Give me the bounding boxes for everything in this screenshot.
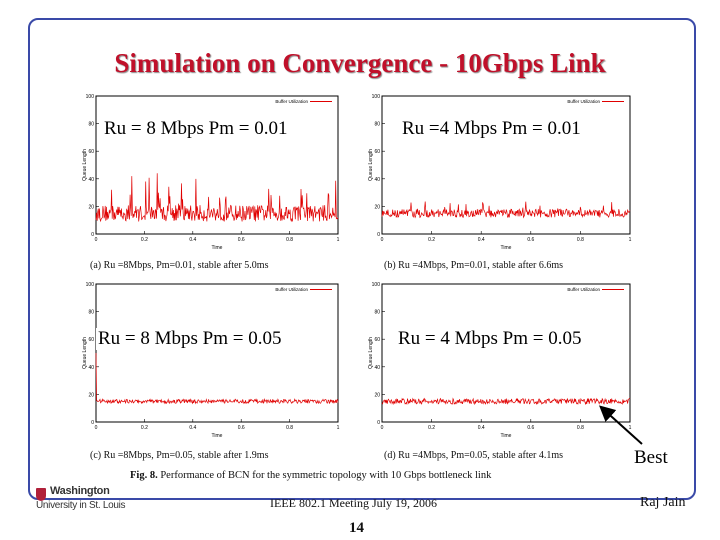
x-tick-label: 0.8 bbox=[286, 237, 293, 243]
legend-label: Buffer Utilization bbox=[567, 99, 600, 104]
y-tick-label: 80 bbox=[374, 122, 380, 128]
slide-title: Simulation on Convergence - 10Gbps Link bbox=[114, 48, 606, 78]
overlay-label-d: Ru = 4 Mbps Pm = 0.05 bbox=[396, 328, 584, 350]
x-axis-label: Time bbox=[212, 433, 223, 439]
y-tick-label: 80 bbox=[374, 310, 380, 316]
x-tick-label: 0.2 bbox=[428, 425, 435, 431]
y-axis-label: Queue Length bbox=[368, 337, 374, 369]
logo-line2: University in St. Louis bbox=[36, 500, 126, 511]
x-tick-label: 0 bbox=[95, 425, 98, 431]
caption-b: (b) Ru =4Mbps, Pm=0.01, stable after 6.6… bbox=[384, 260, 564, 271]
figure-caption-prefix: Fig. 8. bbox=[130, 470, 158, 481]
logo-line1: Washington bbox=[50, 485, 110, 497]
overlay-label-a: Ru = 8 Mbps Pm = 0.01 bbox=[102, 118, 290, 140]
y-axis-label: Queue Length bbox=[82, 337, 88, 369]
y-tick-label: 40 bbox=[374, 177, 380, 183]
y-tick-label: 80 bbox=[88, 122, 94, 128]
y-tick-label: 100 bbox=[86, 282, 95, 288]
x-axis-label: Time bbox=[212, 245, 223, 251]
chart-svg: 0 20 40 60 80 100 0 0.2 0.4 0.6 0.8 1 Time Queue Leng… bbox=[82, 282, 340, 439]
best-arrow bbox=[599, 405, 643, 445]
x-tick-label: 0.4 bbox=[478, 237, 485, 243]
y-tick-label: 20 bbox=[374, 204, 380, 210]
y-tick-label: 100 bbox=[372, 94, 381, 100]
y-tick-label: 60 bbox=[88, 337, 94, 343]
chart-panel-c: 0 20 40 60 80 100 0 0.2 0.4 0.6 0.8 1 Time Queue Leng… bbox=[82, 280, 344, 440]
x-tick-label: 1 bbox=[337, 425, 340, 431]
y-tick-label: 40 bbox=[88, 365, 94, 371]
x-tick-label: 0.8 bbox=[577, 425, 584, 431]
x-tick-label: 0.6 bbox=[238, 425, 245, 431]
y-tick-label: 60 bbox=[374, 149, 380, 155]
y-tick-label: 80 bbox=[88, 310, 94, 316]
caption-d: (d) Ru =4Mbps, Pm=0.05, stable after 4.1… bbox=[384, 450, 564, 461]
x-tick-label: 0.8 bbox=[577, 237, 584, 243]
y-tick-label: 20 bbox=[88, 204, 94, 210]
legend-label: Buffer Utilization bbox=[567, 287, 600, 292]
overlay-label-c: Ru = 8 Mbps Pm = 0.05 bbox=[96, 328, 284, 350]
chart-panel-b: 0 20 40 60 80 100 0 0.2 0.4 0.6 0.8 1 Time Queue Leng… bbox=[368, 92, 636, 252]
x-tick-label: 0.6 bbox=[527, 237, 534, 243]
y-tick-label: 100 bbox=[372, 282, 381, 288]
best-label: Best bbox=[634, 447, 668, 468]
y-tick-label: 40 bbox=[374, 365, 380, 371]
series-line bbox=[381, 201, 631, 219]
x-tick-label: 1 bbox=[629, 425, 632, 431]
y-tick-label: 20 bbox=[88, 392, 94, 398]
university-logo: Washington University in St. Louis bbox=[36, 485, 126, 516]
x-tick-label: 1 bbox=[629, 237, 632, 243]
shield-icon bbox=[36, 488, 46, 501]
legend-label: Buffer Utilization bbox=[275, 99, 308, 104]
footer-author: Raj Jain bbox=[640, 495, 686, 510]
chart-panel-a: 0 20 40 60 80 100 0 0.2 0.4 0.6 0.8 1 Time Queue Leng… bbox=[82, 92, 344, 252]
series-line bbox=[381, 397, 631, 406]
y-tick-label: 0 bbox=[91, 232, 94, 238]
figure-caption-text: Performance of BCN for the symmetric top… bbox=[160, 470, 492, 481]
y-axis-label: Queue Length bbox=[82, 149, 88, 181]
plot-area bbox=[95, 95, 339, 235]
x-tick-label: 1 bbox=[337, 237, 340, 243]
overlay-label-b: Ru =4 Mbps Pm = 0.01 bbox=[400, 118, 583, 140]
x-tick-label: 0.4 bbox=[189, 237, 196, 243]
x-tick-label: 0.2 bbox=[141, 237, 148, 243]
caption-a: (a) Ru =8Mbps, Pm=0.01, stable after 5.0… bbox=[90, 260, 269, 271]
x-tick-label: 0 bbox=[381, 237, 384, 243]
y-tick-label: 20 bbox=[374, 392, 380, 398]
x-tick-label: 0 bbox=[95, 237, 98, 243]
x-tick-label: 0.4 bbox=[478, 425, 485, 431]
y-tick-label: 0 bbox=[377, 232, 380, 238]
caption-c: (c) Ru =8Mbps, Pm=0.05, stable after 1.9… bbox=[90, 450, 269, 461]
chart-svg: 0 20 40 60 80 100 0 0.2 0.4 0.6 0.8 1 Time Queue Leng… bbox=[368, 94, 632, 251]
y-tick-label: 100 bbox=[86, 94, 95, 100]
chart-svg: 0 20 40 60 80 100 0 0.2 0.4 0.6 0.8 1 Time Queue Leng… bbox=[82, 94, 340, 251]
x-axis-label: Time bbox=[501, 245, 512, 251]
series-line bbox=[95, 173, 339, 223]
x-tick-label: 0.8 bbox=[286, 425, 293, 431]
figure-caption: Fig. 8. Performance of BCN for the symme… bbox=[130, 470, 491, 481]
y-tick-label: 60 bbox=[374, 337, 380, 343]
legend-label: Buffer Utilization bbox=[275, 287, 308, 292]
y-tick-label: 60 bbox=[88, 149, 94, 155]
plot-area bbox=[381, 283, 631, 423]
x-axis-label: Time bbox=[501, 433, 512, 439]
x-tick-label: 0 bbox=[381, 425, 384, 431]
chart-svg: 0 20 40 60 80 100 0 0.2 0.4 0.6 0.8 1 Time Queue Leng… bbox=[368, 282, 632, 439]
x-tick-label: 0.2 bbox=[141, 425, 148, 431]
page-number: 14 bbox=[349, 520, 364, 536]
y-tick-label: 40 bbox=[88, 177, 94, 183]
y-axis-label: Queue Length bbox=[368, 149, 374, 181]
x-tick-label: 0.6 bbox=[527, 425, 534, 431]
chart-panel-d: 0 20 40 60 80 100 0 0.2 0.4 0.6 0.8 1 Time Queue Leng… bbox=[368, 280, 636, 440]
x-tick-label: 0.2 bbox=[428, 237, 435, 243]
x-tick-label: 0.6 bbox=[238, 237, 245, 243]
y-tick-label: 0 bbox=[377, 420, 380, 426]
x-tick-label: 0.4 bbox=[189, 425, 196, 431]
y-tick-label: 0 bbox=[91, 420, 94, 426]
footer-meeting: IEEE 802.1 Meeting July 19, 2006 bbox=[270, 496, 437, 510]
series-line bbox=[95, 352, 339, 405]
plot-area bbox=[381, 95, 631, 235]
